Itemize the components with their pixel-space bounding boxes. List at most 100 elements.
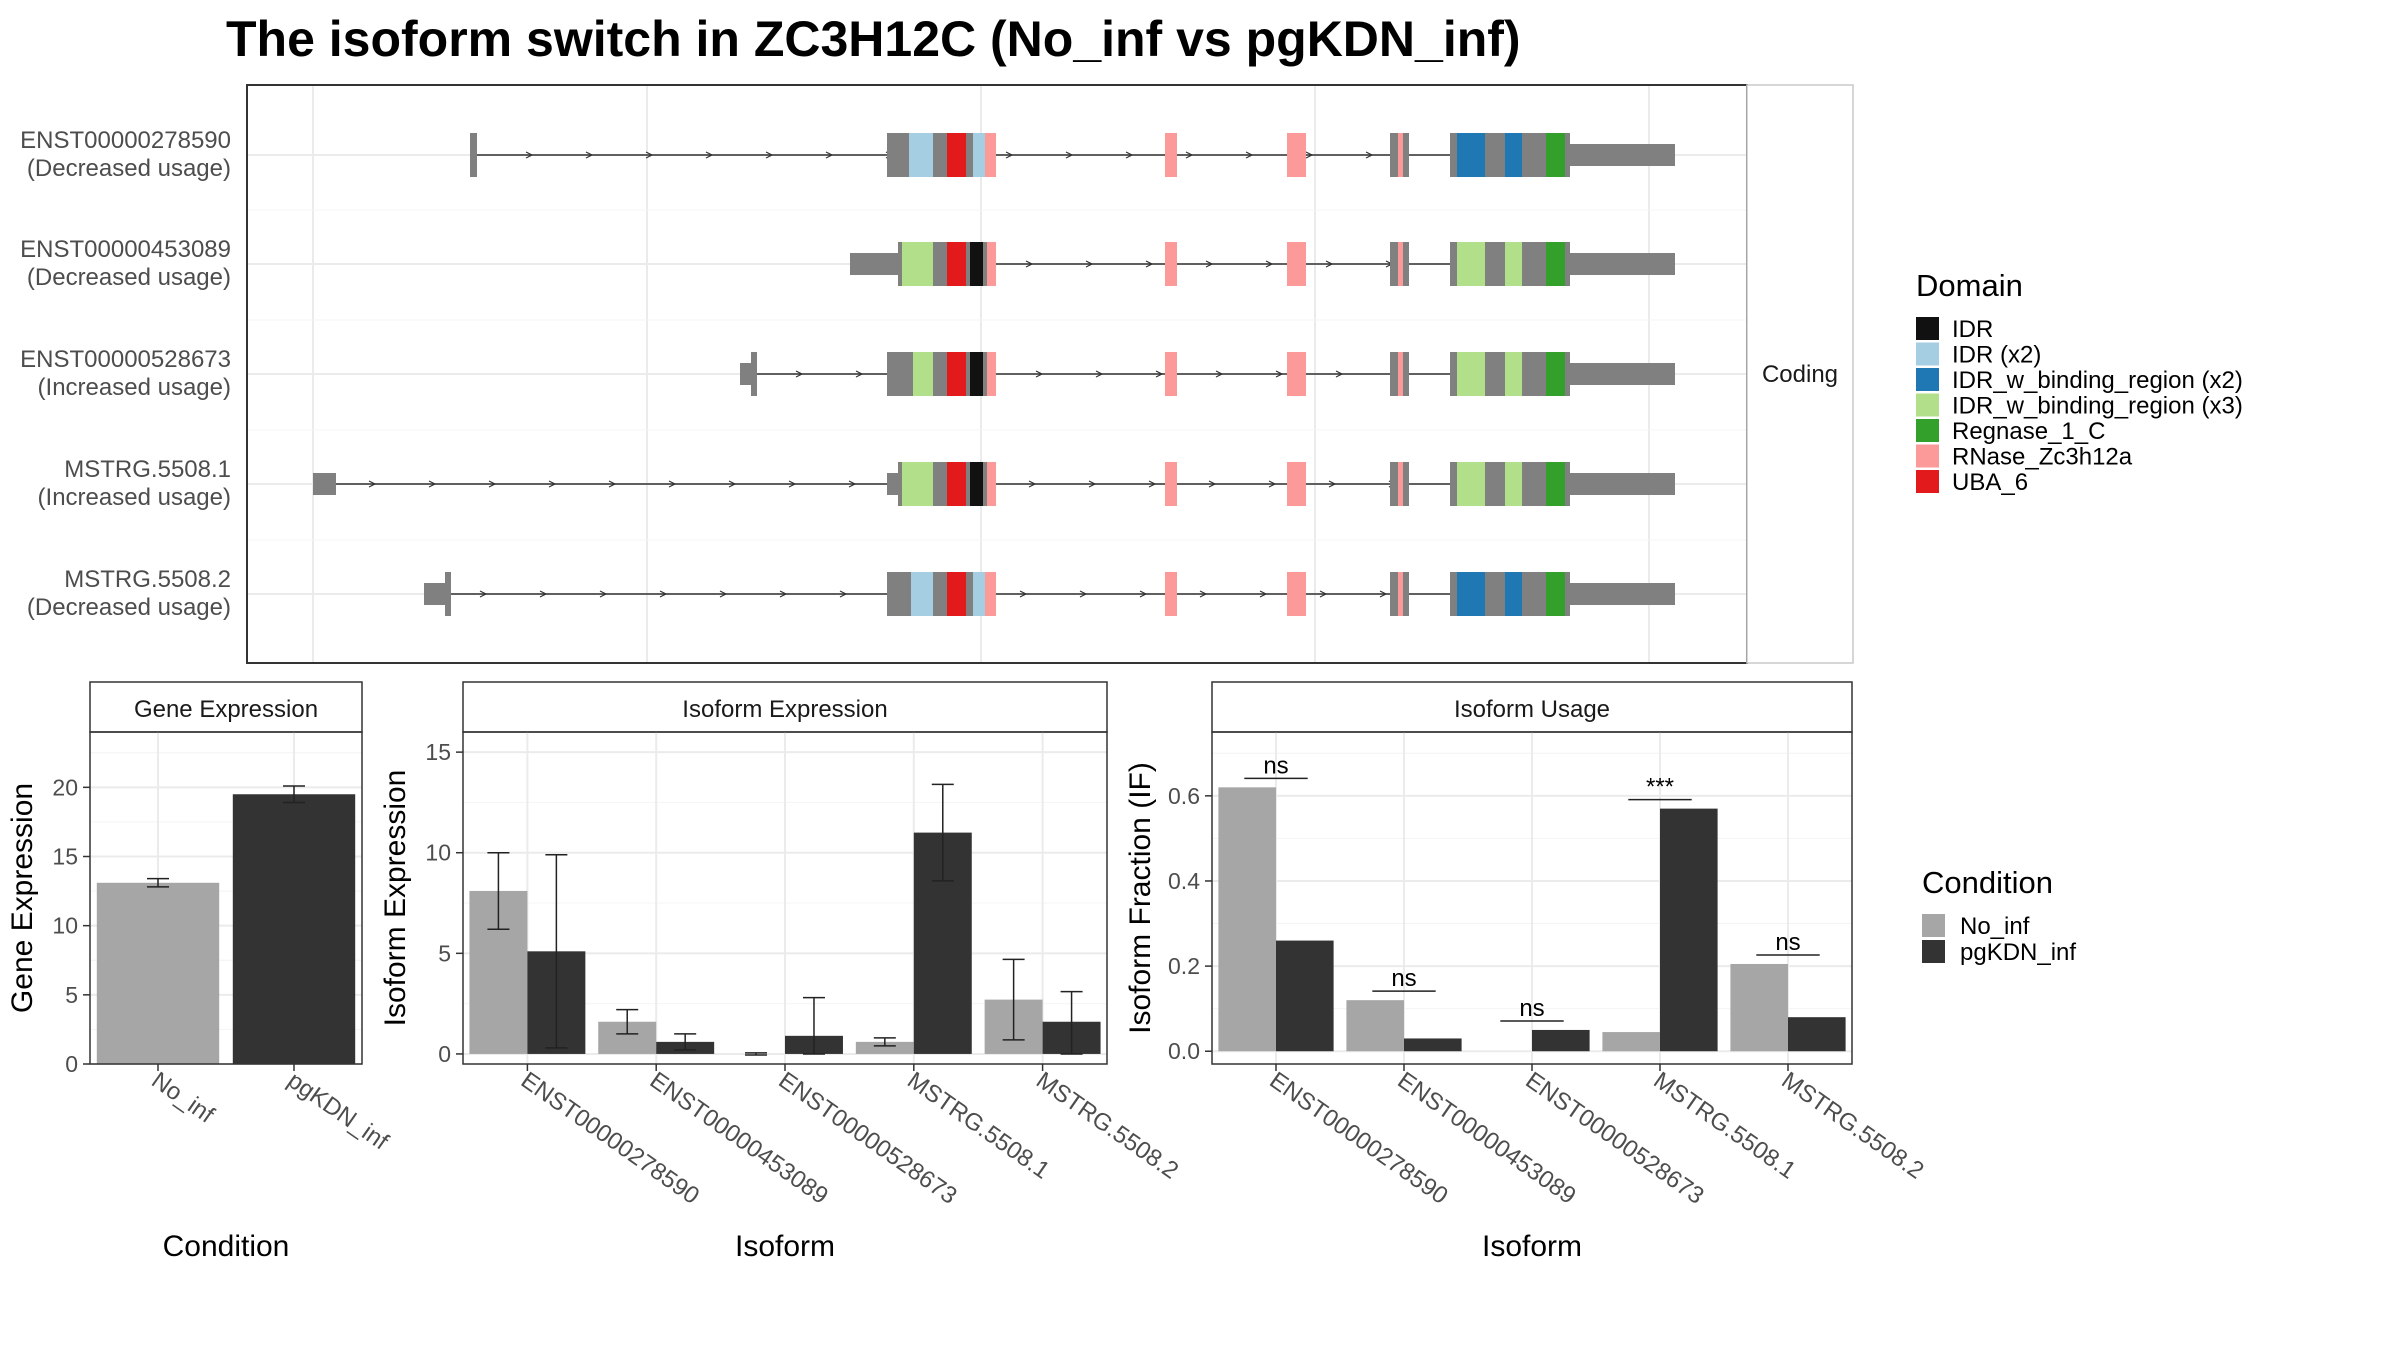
isoform-label: MSTRG.5508.2 [64,566,231,593]
intron-arrow [1259,590,1268,598]
y-tick-label: 20 [52,774,78,800]
legend-key [1916,368,1939,391]
intron-arrow [1028,480,1037,488]
intron-arrow [1185,151,1194,159]
domain-block [1287,133,1306,177]
legend-title: Condition [1922,865,2053,900]
exon-block [1390,572,1398,616]
bar [1730,963,1788,1052]
significance-label: ns [1519,995,1544,1022]
y-axis-label: Isoform Fraction (IF) [1124,762,1157,1034]
domain-block [1546,352,1565,396]
domain-block [1165,242,1177,286]
exon-block [983,242,987,286]
isoform-label: MSTRG.5508.1 [64,456,231,483]
bar [1218,787,1276,1052]
domain-block [1505,352,1522,396]
domain-block [985,572,996,616]
domain-block [1287,462,1306,506]
exon-block [313,473,336,495]
domain-block [1457,133,1485,177]
exon-block [1570,253,1675,275]
legend-label: UBA_6 [1952,469,2028,496]
panel-strip [89,681,363,733]
intron-arrow [1088,480,1097,488]
legend-key [1916,444,1939,468]
domain-block [973,572,985,616]
significance-label: *** [1646,774,1674,801]
intron-arrow [765,151,774,159]
exon-block [1522,242,1546,286]
intron-arrow [659,590,668,598]
legend-key [1916,470,1939,493]
x-tick-label: MSTRG.5508.2 [1031,1067,1183,1185]
intron-arrow [1095,370,1104,378]
isoform-expression-panel: Isoform Expression 0 5 10 15 Isoform Expressi… [379,681,1183,1263]
isoform-usage-panel: Isoform Usage ns ns ns *** ns 0.0 0.2 0.4 0.6 Isof… [1124,681,1929,1263]
intron-arrow [1148,480,1157,488]
intron-arrow [1379,590,1388,598]
exon-block [1570,473,1675,495]
intron-arrow [645,151,654,159]
intron-arrow [1319,590,1328,598]
intron-arrow [1025,260,1034,268]
domain-block [1398,242,1403,286]
intron-arrow [1155,370,1164,378]
intron-arrow [428,480,437,488]
exon-block [933,242,947,286]
intron-arrow [728,480,737,488]
exon-block [887,572,911,616]
bar [1346,1000,1404,1052]
intron-arrow [1335,370,1344,378]
intron-arrow [839,590,848,598]
exon-block [933,572,947,616]
exon-block [1450,462,1457,506]
intron-arrow [608,480,617,488]
intron-arrow [1035,370,1044,378]
y-tick-label: 10 [425,840,451,866]
exon-block [887,133,909,177]
exon-block [1570,583,1675,605]
bar [1276,940,1334,1052]
exon-block [966,133,973,177]
domain-block [1457,572,1485,616]
bar [1602,1032,1660,1052]
x-tick-label: No_inf [147,1067,220,1129]
exon-block [1565,462,1570,506]
domain-block [1165,352,1177,396]
domain-block [987,462,996,506]
exon-block [445,572,451,616]
domain-block [1398,352,1403,396]
facet-strip [1746,84,1854,664]
exon-block [751,352,757,396]
intron-arrow [825,151,834,159]
domain-block [1457,462,1485,506]
exon-block [966,462,970,506]
intron-arrow [1268,480,1277,488]
y-tick-label: 5 [65,982,78,1008]
domain-block [947,462,966,506]
exon-block [1522,352,1546,396]
domain-block [1546,242,1565,286]
exon-block [1565,572,1570,616]
exon-block [1570,144,1675,166]
intron-arrow [1205,260,1214,268]
significance-label: ns [1263,752,1288,779]
y-tick-label: 15 [425,739,451,765]
intron-arrow [1265,260,1274,268]
isoform-usage-note: (Increased usage) [38,484,231,511]
legend-label: IDR_w_binding_region (x2) [1952,367,2243,394]
legend-label: No_inf [1960,913,2030,940]
y-tick-label: 0.6 [1168,783,1200,809]
y-tick-label: 0.2 [1168,953,1200,979]
intron-arrow [1079,590,1088,598]
domain-block [1165,462,1177,506]
bar [96,882,220,1064]
domain-block [1287,242,1306,286]
intron-arrow [599,590,608,598]
exon-block [1450,133,1457,177]
domain-block [970,352,983,396]
legend-label: pgKDN_inf [1960,939,2076,966]
isoform-label: ENST00000528673 [20,346,231,373]
domain-block [947,572,966,616]
